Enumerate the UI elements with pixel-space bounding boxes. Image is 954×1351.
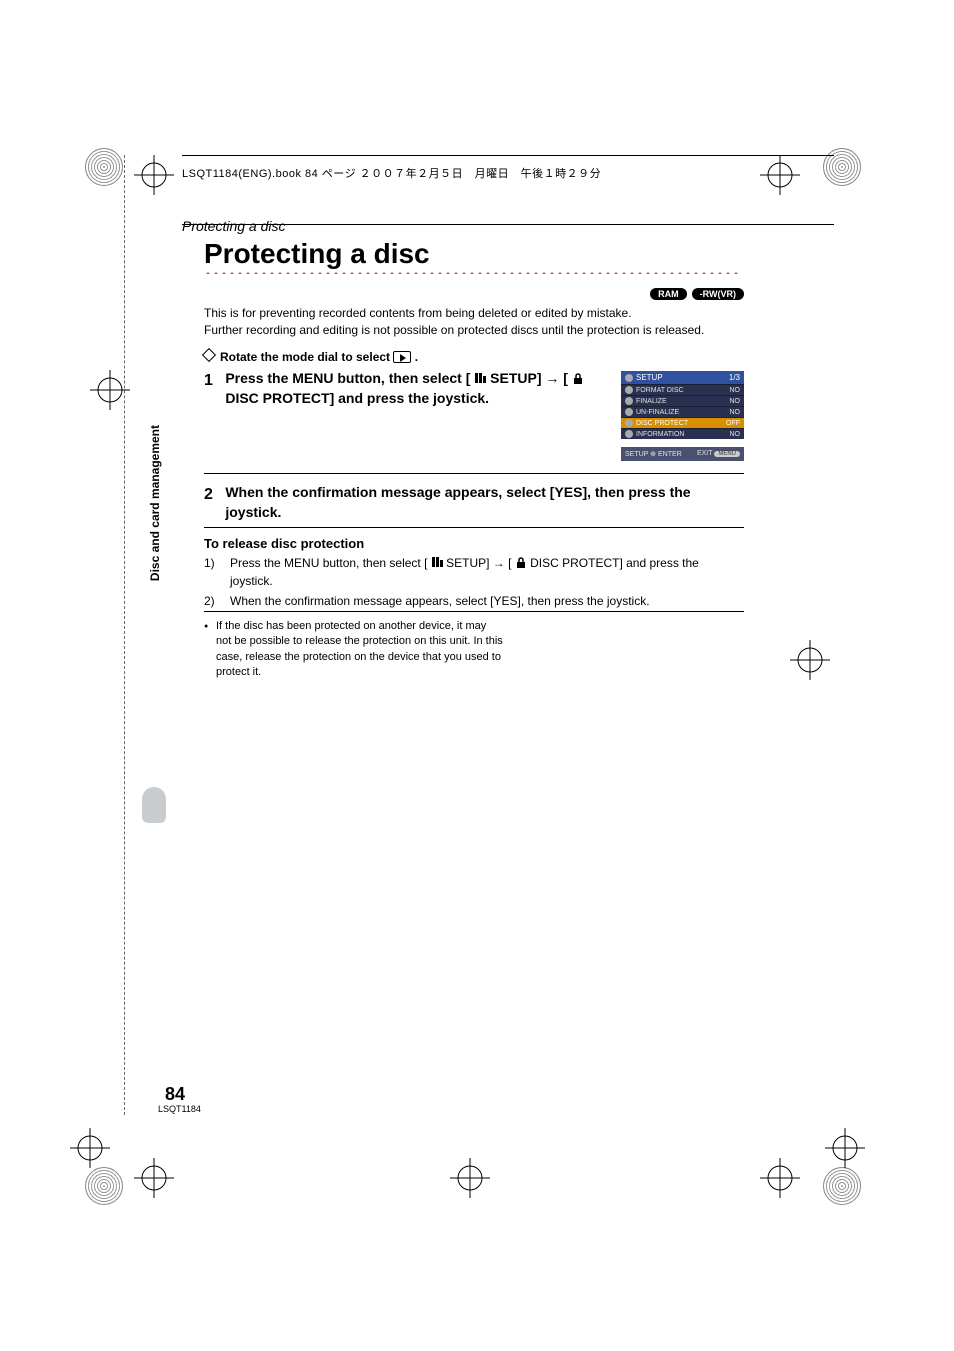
diamond-icon <box>202 348 216 362</box>
menu-footer: SETUP ⊕ ENTER EXIT MENU <box>621 447 744 461</box>
spiral-mark <box>823 1167 861 1205</box>
crosshair-icon <box>790 640 830 680</box>
crosshair-icon <box>760 1158 800 1198</box>
rotate-text: Rotate the mode dial to select <box>220 350 393 364</box>
format-badges: RAM -RW(VR) <box>650 288 744 300</box>
step-2-text: When the confirmation message appears, s… <box>225 483 735 522</box>
setup-mini-icon <box>625 374 633 382</box>
sidebar-label: Disc and card management <box>148 425 162 625</box>
menu-item: FINALIZENO <box>621 395 744 406</box>
step-2: 2 When the confirmation message appears,… <box>204 483 744 522</box>
spiral-mark <box>85 1167 123 1205</box>
step-1-text: Press the MENU button, then select [ SET… <box>225 369 605 408</box>
breadcrumb: Protecting a disc <box>182 218 286 234</box>
menu-item: DISC PROTECTOFF <box>621 417 744 428</box>
menu-item: FORMAT DISCNO <box>621 384 744 395</box>
step-2-num: 2 <box>204 483 222 507</box>
page-title: Protecting a disc <box>204 238 430 270</box>
setup-icon <box>474 370 486 382</box>
crosshair-icon <box>134 155 174 195</box>
header-text: LSQT1184(ENG).book 84 ページ ２００７年２月５日 月曜日 … <box>182 165 601 181</box>
menu-page: 1/3 <box>729 373 740 382</box>
crosshair-icon <box>450 1158 490 1198</box>
crosshair-icon <box>825 1128 865 1168</box>
crosshair-icon <box>134 1158 174 1198</box>
gutter-line <box>124 155 125 1115</box>
lock-icon <box>515 556 527 568</box>
menu-item: UN-FINALIZENO <box>621 406 744 417</box>
note-section: If the disc has been protected on anothe… <box>204 619 504 681</box>
divider <box>204 473 744 474</box>
page-code: LSQT1184 <box>158 1104 201 1114</box>
crosshair-icon <box>70 1128 110 1168</box>
badge-ram: RAM <box>650 288 687 300</box>
release-section: To release disc protection 1) Press the … <box>204 534 744 612</box>
step-1-num: 1 <box>204 369 222 393</box>
setup-menu-screenshot: SETUP 1/3 FORMAT DISCNOFINALIZENOUN-FINA… <box>621 371 744 461</box>
play-mode-icon <box>393 351 411 363</box>
release-step-2: 2) When the confirmation message appears… <box>204 592 744 610</box>
menu-title: SETUP <box>636 373 663 382</box>
sidebar-tab <box>142 787 166 823</box>
title-underline <box>204 272 742 274</box>
lock-icon <box>572 371 584 383</box>
menu-header: SETUP 1/3 <box>621 371 744 384</box>
intro-line-1: This is for preventing recorded contents… <box>204 304 744 322</box>
spiral-mark <box>85 148 123 186</box>
divider <box>204 611 744 612</box>
rotate-instruction: Rotate the mode dial to select . <box>204 348 744 366</box>
menu-item: INFORMATIONNO <box>621 428 744 439</box>
page-number: 84 <box>165 1084 185 1105</box>
release-step-1: 1) Press the MENU button, then select [ … <box>204 554 744 590</box>
divider <box>204 527 744 528</box>
release-heading: To release disc protection <box>204 534 744 554</box>
note-bullet: If the disc has been protected on anothe… <box>204 619 504 681</box>
intro-line-2: Further recording and editing is not pos… <box>204 321 744 339</box>
setup-icon <box>431 555 443 567</box>
badge-rwvr: -RW(VR) <box>692 288 744 300</box>
